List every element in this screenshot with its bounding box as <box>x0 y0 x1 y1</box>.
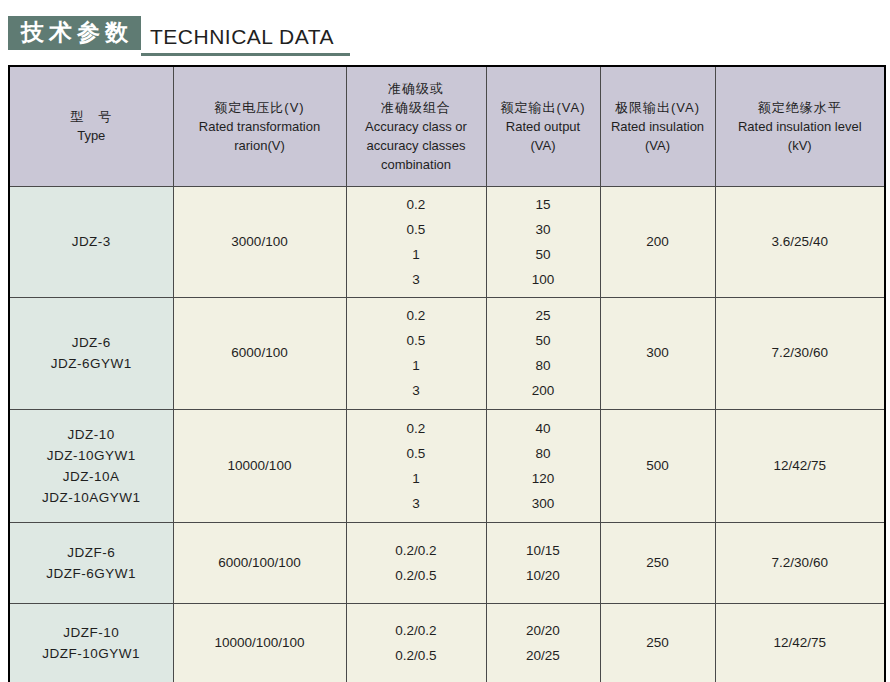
technical-data-table: 型 号 Type 额定电压比(V) Rated transformationra… <box>8 65 886 682</box>
section-title-zh: 技术参数 <box>8 16 141 50</box>
cell-accuracy: 0.2/0.20.2/0.5 <box>346 522 486 603</box>
cell-type: JDZ-10JDZ-10GYW1JDZ-10AJDZ-10AGYW1 <box>9 409 173 522</box>
cell-limit-output: 250 <box>600 522 715 603</box>
table-header-row: 型 号 Type 额定电压比(V) Rated transformationra… <box>9 66 885 186</box>
rated-output-values: 4080120300 <box>487 416 600 516</box>
cell-voltage-ratio: 10000/100 <box>173 409 346 522</box>
type-models: JDZ-6JDZ-6GYW1 <box>10 332 173 374</box>
cell-accuracy: 0.20.513 <box>346 186 486 297</box>
header-voltage-ratio-zh: 额定电压比(V) <box>174 98 346 117</box>
header-rated-output-en: Rated output(VA) <box>487 117 600 155</box>
cell-voltage-ratio: 6000/100/100 <box>173 522 346 603</box>
header-insulation-level-en: Rated insulation level(kV) <box>716 117 885 155</box>
table-row: JDZ-3 3000/100 0.20.513 153050100 200 3.… <box>9 186 885 297</box>
table-row: JDZ-6JDZ-6GYW1 6000/100 0.20.513 2550802… <box>9 297 885 409</box>
type-models: JDZ-10JDZ-10GYW1JDZ-10AJDZ-10AGYW1 <box>10 424 173 508</box>
insulation-level-value: 7.2/30/60 <box>716 344 885 362</box>
insulation-level-value: 7.2/30/60 <box>716 554 885 572</box>
type-models: JDZF-10JDZF-10GYW1 <box>10 622 173 664</box>
limit-output-value: 500 <box>601 457 715 475</box>
rated-output-values: 255080200 <box>487 303 600 403</box>
header-accuracy-en: Accuracy class oraccuracy classescombina… <box>347 117 486 174</box>
cell-accuracy: 0.2/0.20.2/0.5 <box>346 603 486 682</box>
header-type-en: Type <box>10 126 173 145</box>
header-limit-output-en: Rated insulation(VA) <box>601 117 715 155</box>
table-row: JDZF-10JDZF-10GYW1 10000/100/100 0.2/0.2… <box>9 603 885 682</box>
section-title-en: TECHNICAL DATA <box>141 25 350 56</box>
cell-rated-output: 20/2020/25 <box>486 603 600 682</box>
cell-limit-output: 500 <box>600 409 715 522</box>
table-row: JDZF-6JDZF-6GYW1 6000/100/100 0.2/0.20.2… <box>9 522 885 603</box>
cell-limit-output: 200 <box>600 186 715 297</box>
limit-output-value: 250 <box>601 554 715 572</box>
cell-accuracy: 0.20.513 <box>346 409 486 522</box>
header-cell-type: 型 号 Type <box>9 66 173 186</box>
header-cell-rated-output: 额定输出(VA) Rated output(VA) <box>486 66 600 186</box>
insulation-level-value: 3.6/25/40 <box>716 233 885 251</box>
cell-type: JDZF-10JDZF-10GYW1 <box>9 603 173 682</box>
type-models: JDZ-3 <box>10 231 173 252</box>
cell-accuracy: 0.20.513 <box>346 297 486 409</box>
catalog-page: 技术参数 TECHNICAL DATA 型 号 Type 额定电压比(V) Ra… <box>0 0 890 682</box>
cell-rated-output: 4080120300 <box>486 409 600 522</box>
cell-voltage-ratio: 10000/100/100 <box>173 603 346 682</box>
header-cell-limit-output: 极限输出(VA) Rated insulation(VA) <box>600 66 715 186</box>
limit-output-value: 200 <box>601 233 715 251</box>
header-voltage-ratio-en: Rated transformationrarion(V) <box>174 117 346 155</box>
voltage-ratio-value: 6000/100 <box>174 344 346 362</box>
accuracy-values: 0.20.513 <box>347 192 486 292</box>
voltage-ratio-value: 3000/100 <box>174 233 346 251</box>
rated-output-values: 10/1510/20 <box>487 538 600 588</box>
limit-output-value: 300 <box>601 344 715 362</box>
cell-limit-output: 250 <box>600 603 715 682</box>
cell-insulation-level: 12/42/75 <box>715 603 885 682</box>
cell-type: JDZ-3 <box>9 186 173 297</box>
cell-insulation-level: 7.2/30/60 <box>715 522 885 603</box>
type-models: JDZF-6JDZF-6GYW1 <box>10 542 173 584</box>
header-insulation-level-zh: 额定绝缘水平 <box>716 98 885 117</box>
accuracy-values: 0.20.513 <box>347 303 486 403</box>
rated-output-values: 20/2020/25 <box>487 618 600 668</box>
limit-output-value: 250 <box>601 634 715 652</box>
cell-rated-output: 153050100 <box>486 186 600 297</box>
header-rated-output-zh: 额定输出(VA) <box>487 98 600 117</box>
header-cell-insulation-level: 额定绝缘水平 Rated insulation level(kV) <box>715 66 885 186</box>
cell-type: JDZF-6JDZF-6GYW1 <box>9 522 173 603</box>
rated-output-values: 153050100 <box>487 192 600 292</box>
accuracy-values: 0.2/0.20.2/0.5 <box>347 538 486 588</box>
header-type-zh: 型 号 <box>10 107 173 126</box>
cell-limit-output: 300 <box>600 297 715 409</box>
voltage-ratio-value: 10000/100/100 <box>174 634 346 652</box>
header-cell-voltage-ratio: 额定电压比(V) Rated transformationrarion(V) <box>173 66 346 186</box>
cell-type: JDZ-6JDZ-6GYW1 <box>9 297 173 409</box>
cell-voltage-ratio: 3000/100 <box>173 186 346 297</box>
page-header: 技术参数 TECHNICAL DATA <box>0 0 890 50</box>
accuracy-values: 0.2/0.20.2/0.5 <box>347 618 486 668</box>
voltage-ratio-value: 6000/100/100 <box>174 554 346 572</box>
header-limit-output-zh: 极限输出(VA) <box>601 98 715 117</box>
voltage-ratio-value: 10000/100 <box>174 457 346 475</box>
cell-rated-output: 255080200 <box>486 297 600 409</box>
accuracy-values: 0.20.513 <box>347 416 486 516</box>
cell-insulation-level: 3.6/25/40 <box>715 186 885 297</box>
insulation-level-value: 12/42/75 <box>716 634 885 652</box>
header-accuracy-zh: 准确级或准确级组合 <box>347 79 486 117</box>
insulation-level-value: 12/42/75 <box>716 457 885 475</box>
header-cell-accuracy: 准确级或准确级组合 Accuracy class oraccuracy clas… <box>346 66 486 186</box>
table-row: JDZ-10JDZ-10GYW1JDZ-10AJDZ-10AGYW1 10000… <box>9 409 885 522</box>
cell-insulation-level: 7.2/30/60 <box>715 297 885 409</box>
cell-voltage-ratio: 6000/100 <box>173 297 346 409</box>
cell-insulation-level: 12/42/75 <box>715 409 885 522</box>
cell-rated-output: 10/1510/20 <box>486 522 600 603</box>
